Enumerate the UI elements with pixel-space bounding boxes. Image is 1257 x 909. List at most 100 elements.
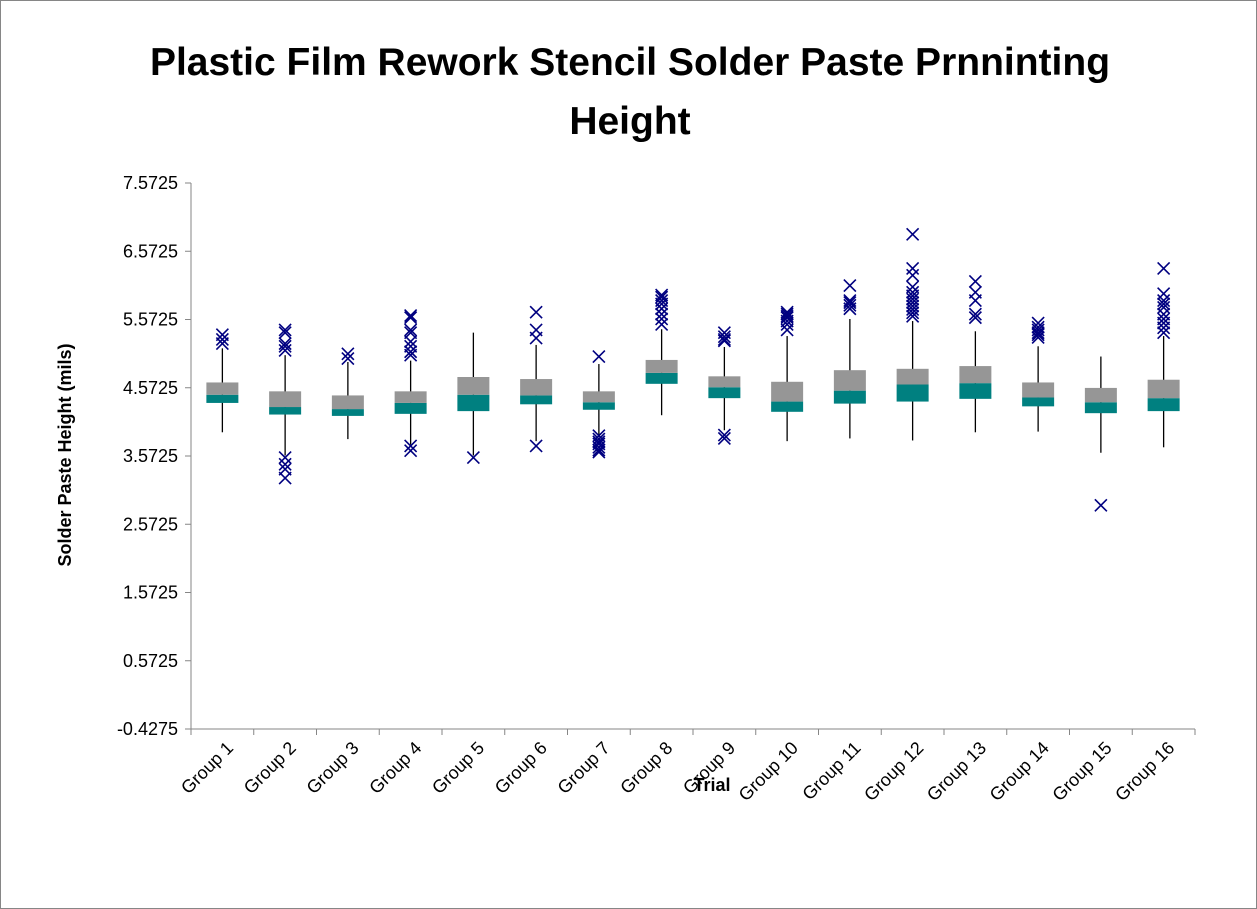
outlier-marker — [968, 311, 982, 325]
outlier-marker — [1094, 498, 1108, 512]
box-lower-quartile — [269, 407, 302, 415]
outlier-marker — [404, 444, 418, 458]
x-tick-label: Group 12 — [860, 738, 927, 805]
outlier-marker — [655, 297, 669, 311]
x-tick-label: Group 5 — [428, 738, 488, 798]
box-lower-quartile — [833, 390, 866, 404]
chart-title-line-2: Height — [569, 100, 690, 143]
box-lower-quartile — [582, 402, 615, 410]
outlier-marker — [843, 302, 857, 316]
outlier-marker — [717, 334, 731, 348]
x-tick-label: Group 14 — [986, 738, 1053, 805]
outlier-marker — [592, 440, 606, 454]
outlier-marker — [906, 292, 920, 306]
outlier-marker — [592, 443, 606, 457]
outlier-marker — [1157, 300, 1171, 314]
outlier-marker — [278, 471, 292, 485]
x-axis-title: Trial — [693, 775, 730, 795]
outlier-marker — [1031, 326, 1045, 340]
outlier-marker — [404, 345, 418, 359]
outlier-marker — [968, 293, 982, 308]
y-tick-label: 6.5725 — [123, 241, 178, 261]
outlier-marker — [278, 450, 292, 465]
outlier-marker — [906, 302, 920, 316]
outlier-marker — [1157, 326, 1171, 340]
box-upper-quartile — [269, 391, 302, 408]
outlier-marker — [341, 347, 355, 361]
y-tick-label: 0.5725 — [123, 651, 178, 671]
outlier-marker — [592, 445, 606, 459]
outlier-marker — [655, 307, 669, 321]
outlier-marker — [906, 268, 920, 282]
outlier-marker — [843, 278, 857, 293]
y-tick-label: 4.5725 — [123, 378, 178, 398]
y-tick-label: 1.5725 — [123, 583, 178, 603]
outlier-marker — [404, 311, 418, 325]
outlier-marker — [906, 306, 920, 320]
box-upper-quartile — [206, 382, 239, 395]
outlier-marker — [655, 317, 669, 332]
x-tick-label: Group 7 — [554, 738, 614, 798]
box-upper-quartile — [708, 376, 741, 388]
outlier-marker — [215, 332, 229, 347]
outlier-marker — [717, 330, 731, 344]
outlier-marker — [1157, 297, 1171, 311]
outlier-marker — [906, 299, 920, 313]
outlier-marker — [1157, 293, 1171, 308]
outlier-marker — [906, 285, 920, 299]
outlier-marker — [968, 274, 982, 289]
x-tick-label: Group 15 — [1048, 738, 1115, 805]
box-upper-quartile — [645, 359, 678, 373]
outlier-marker — [780, 311, 794, 325]
outlier-marker — [1157, 261, 1171, 276]
box-lower-quartile — [457, 394, 490, 412]
outlier-marker — [1031, 328, 1045, 342]
box-upper-quartile — [833, 370, 866, 391]
outlier-marker — [1031, 330, 1045, 344]
outlier-marker — [968, 307, 982, 321]
outlier-marker — [655, 302, 669, 316]
box-upper-quartile — [1084, 387, 1117, 403]
outlier-marker — [278, 339, 292, 353]
outlier-marker — [906, 309, 920, 323]
box-upper-quartile — [1022, 382, 1055, 398]
box-upper-quartile — [520, 379, 553, 396]
outlier-marker — [404, 439, 418, 453]
outlier-marker — [278, 326, 292, 340]
x-tick-label: Group 4 — [365, 738, 425, 798]
outlier-marker — [906, 296, 920, 310]
outlier-marker — [278, 457, 292, 471]
x-tick-label: Group 16 — [1111, 738, 1178, 805]
box-upper-quartile — [394, 391, 427, 403]
outlier-marker — [717, 428, 731, 442]
outlier-marker — [1031, 316, 1045, 330]
outlier-marker — [655, 290, 669, 304]
box-upper-quartile — [1147, 379, 1180, 399]
outlier-marker — [843, 298, 857, 312]
outlier-marker — [529, 331, 543, 345]
box-upper-quartile — [771, 381, 804, 402]
x-tick-label: Group 8 — [616, 738, 676, 798]
outlier-marker — [278, 343, 292, 357]
outlier-marker — [278, 323, 292, 337]
box-lower-quartile — [394, 402, 427, 414]
outlier-marker — [404, 323, 418, 337]
chart-title-line-1: Plastic Film Rework Stencil Solder Paste… — [150, 41, 1110, 84]
box-upper-quartile — [896, 368, 929, 385]
box-lower-quartile — [645, 372, 678, 384]
outlier-marker — [592, 349, 606, 364]
outlier-marker — [529, 305, 543, 319]
box-lower-quartile — [708, 387, 741, 399]
box-lower-quartile — [520, 395, 553, 405]
outlier-marker — [717, 332, 731, 347]
box-lower-quartile — [1084, 402, 1117, 414]
box-lower-quartile — [206, 394, 239, 403]
y-tick-label: 2.5725 — [123, 514, 178, 534]
box-lower-quartile — [331, 409, 364, 416]
outlier-marker — [529, 439, 543, 453]
x-tick-label: Group 11 — [798, 738, 864, 804]
box-lower-quartile — [1022, 397, 1055, 407]
y-tick-label: 3.5725 — [123, 446, 178, 466]
